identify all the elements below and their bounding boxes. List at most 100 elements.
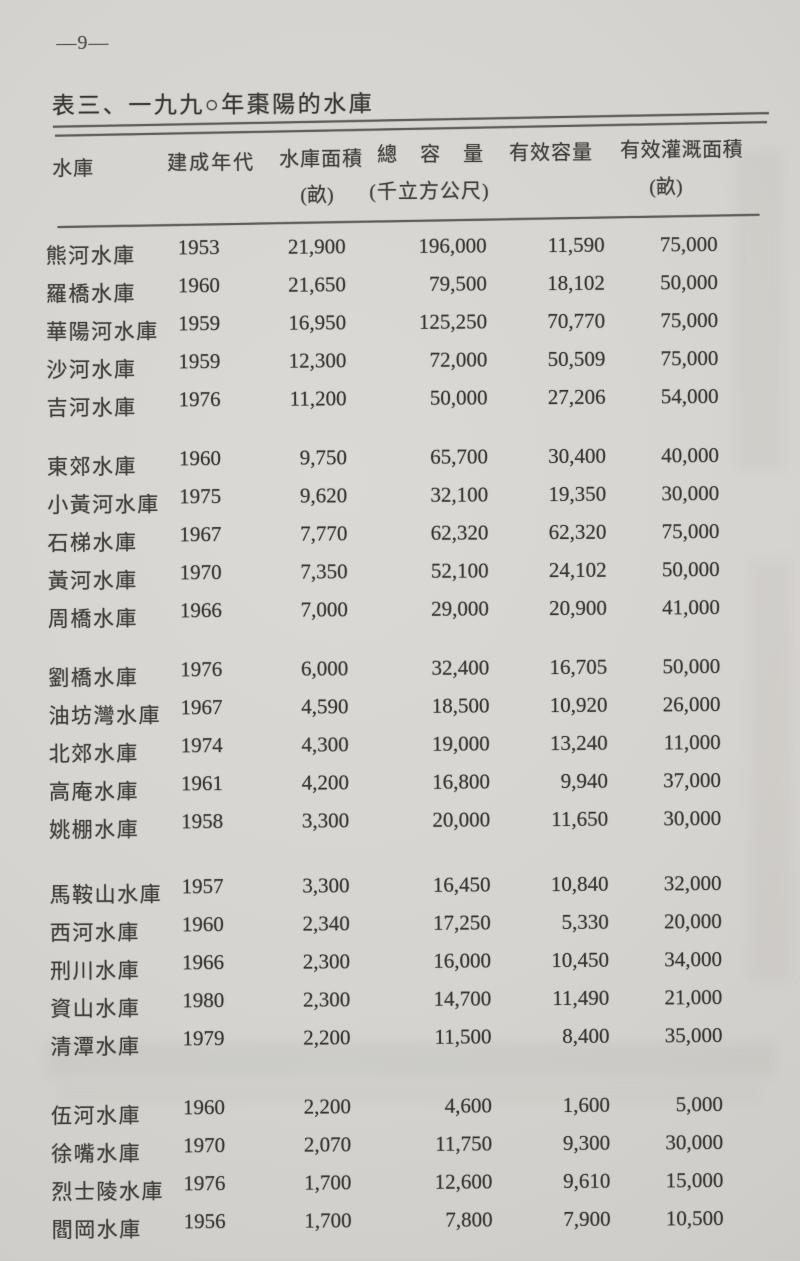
table-row: 高庵水庫 1961 4,200 16,800 9,940 37,000 (1, 768, 800, 811)
cell-reservoir-name: 吉河水庫 (46, 395, 137, 421)
cell-reservoir-name: 馬鞍山水庫 (49, 882, 163, 908)
table-row: 西河水庫 1960 2,340 17,250 5,330 20,000 (2, 909, 800, 952)
cell-reservoir-area: 4,200 (301, 770, 350, 795)
cell-reservoir-name: 華陽河水庫 (46, 319, 159, 345)
cell-effective-capacity: 9,940 (560, 768, 609, 794)
cell-reservoir-name: 小黃河水庫 (47, 492, 160, 518)
cell-year-built: 1970 (179, 560, 222, 585)
cell-effective-capacity: 27,206 (547, 384, 606, 410)
cell-irrigated-area: 26,000 (662, 692, 721, 717)
cell-year-built: 1975 (179, 484, 222, 509)
cell-reservoir-name: 西河水庫 (49, 920, 140, 946)
cell-effective-capacity: 30,400 (548, 443, 607, 469)
table-row: 劉橋水庫 1976 6,000 32,400 16,705 50,000 (0, 654, 800, 697)
cell-effective-capacity: 9,300 (562, 1130, 611, 1156)
table-row: 姚棚水庫 1958 3,300 20,000 11,650 30,000 (1, 806, 800, 849)
cell-effective-capacity: 5,330 (561, 909, 609, 935)
cell-total-capacity: 14,700 (433, 986, 492, 1011)
column-header-total-capacity: 總 容 量 (377, 143, 493, 167)
cell-irrigated-area: 34,000 (664, 947, 723, 972)
cell-reservoir-name: 姚棚水庫 (49, 817, 140, 843)
cell-irrigated-area: 75,000 (660, 346, 719, 371)
cell-total-capacity: 4,600 (444, 1093, 492, 1118)
cell-reservoir-area: 1,700 (304, 1170, 352, 1195)
cell-irrigated-area: 75,000 (660, 308, 719, 333)
column-header-capacity-unit: (千立方公尺) (369, 180, 490, 204)
cell-total-capacity: 125,250 (418, 309, 488, 334)
cell-year-built: 1966 (181, 950, 225, 975)
table-row: 小黃河水庫 1975 9,620 32,100 19,350 30,000 (0, 481, 799, 524)
cell-reservoir-area: 2,200 (303, 1094, 351, 1119)
cell-irrigated-area: 15,000 (665, 1168, 724, 1193)
cell-year-built: 1966 (179, 598, 222, 623)
cell-year-built: 1967 (179, 522, 222, 547)
cell-irrigated-area: 37,000 (663, 768, 721, 793)
table-row: 刑川水庫 1966 2,300 16,000 10,450 34,000 (2, 947, 800, 990)
table-row-group: 東郊水庫 1960 9,750 65,700 30,400 40,000 小黃河水庫 1975… (0, 443, 800, 638)
cell-reservoir-name: 徐嘴水庫 (51, 1141, 142, 1167)
cell-total-capacity: 52,100 (430, 558, 489, 583)
cell-reservoir-name: 北郊水庫 (48, 741, 139, 767)
cell-irrigated-area: 30,000 (661, 481, 720, 506)
cell-reservoir-area: 2,070 (303, 1132, 352, 1157)
cell-year-built: 1979 (182, 1026, 225, 1051)
cell-effective-capacity: 16,705 (549, 654, 608, 680)
cell-year-built: 1958 (181, 809, 224, 834)
cell-reservoir-area: 2,200 (303, 1025, 351, 1050)
cell-total-capacity: 16,800 (432, 769, 491, 794)
cell-reservoir-area: 4,590 (301, 694, 349, 719)
cell-reservoir-name: 閻岡水庫 (51, 1217, 142, 1243)
cell-reservoir-name: 熊河水庫 (45, 243, 136, 269)
table-row: 吉河水庫 1976 11,200 50,000 27,206 54,000 (0, 384, 799, 427)
cell-reservoir-name: 清潭水庫 (50, 1034, 141, 1060)
table-row: 東郊水庫 1960 9,750 65,700 30,400 40,000 (0, 443, 799, 486)
column-header-year-built: 建成年代 (167, 151, 256, 175)
cell-reservoir-name: 石梯水庫 (47, 530, 138, 556)
cell-year-built: 1960 (177, 273, 220, 298)
cell-total-capacity: 50,000 (429, 385, 488, 410)
column-header-area-unit: (畝) (300, 184, 334, 207)
cell-effective-capacity: 9,610 (563, 1168, 611, 1194)
cell-irrigated-area: 50,000 (661, 557, 720, 582)
table-row-group: 劉橋水庫 1976 6,000 32,400 16,705 50,000 油坊灣水庫 1967… (0, 654, 800, 849)
cell-year-built: 1956 (183, 1209, 226, 1234)
cell-reservoir-area: 9,750 (299, 445, 348, 470)
table-row: 華陽河水庫 1959 16,950 125,250 70,770 75,000 (0, 308, 798, 351)
cell-reservoir-area: 11,200 (289, 386, 347, 411)
cell-reservoir-name: 東郊水庫 (46, 454, 138, 480)
cell-year-built: 1976 (180, 657, 223, 682)
cell-year-built: 1980 (182, 988, 225, 1013)
cell-total-capacity: 32,100 (430, 482, 489, 507)
cell-total-capacity: 17,250 (432, 910, 491, 935)
cell-effective-capacity: 62,320 (548, 519, 607, 545)
cell-reservoir-area: 16,950 (288, 310, 347, 335)
table-row: 伍河水庫 1960 2,200 4,600 1,600 5,000 (3, 1092, 800, 1135)
column-header-reservoir: 水庫 (52, 157, 95, 181)
cell-effective-capacity: 1,600 (562, 1092, 610, 1118)
cell-total-capacity: 16,450 (432, 872, 491, 897)
cell-reservoir-name: 資山水庫 (50, 996, 141, 1022)
table-row: 熊河水庫 1953 21,900 196,000 11,590 75,000 (0, 232, 798, 275)
table-row: 烈士陵水庫 1976 1,700 12,600 9,610 15,000 (3, 1168, 800, 1211)
cell-year-built: 1953 (177, 235, 220, 260)
cell-reservoir-area: 21,650 (288, 272, 346, 297)
cell-effective-capacity: 11,650 (551, 806, 609, 832)
cell-reservoir-area: 2,340 (302, 911, 350, 936)
table-row: 羅橋水庫 1960 21,650 79,500 18,102 50,000 (0, 270, 798, 313)
cell-total-capacity: 16,000 (433, 948, 492, 973)
cell-total-capacity: 65,700 (430, 444, 489, 469)
cell-reservoir-name: 烈士陵水庫 (51, 1179, 165, 1205)
cell-effective-capacity: 18,102 (547, 270, 605, 296)
cell-irrigated-area: 11,000 (663, 730, 721, 755)
cell-total-capacity: 19,000 (431, 731, 490, 756)
table-row: 馬鞍山水庫 1957 3,300 16,450 10,840 32,000 (1, 871, 800, 914)
cell-effective-capacity: 10,920 (549, 692, 608, 718)
cell-reservoir-name: 周橋水庫 (47, 606, 139, 632)
table-row-group: 伍河水庫 1960 2,200 4,600 1,600 5,000 徐嘴水庫 1970 2,07… (3, 1092, 800, 1249)
cell-irrigated-area: 32,000 (663, 871, 722, 896)
column-header-area: 水庫面積 (279, 148, 364, 171)
cell-reservoir-name: 羅橋水庫 (45, 281, 137, 307)
cell-total-capacity: 11,750 (435, 1131, 493, 1156)
table-row-group: 馬鞍山水庫 1957 3,300 16,450 10,840 32,000 西河水庫 1960… (1, 871, 800, 1066)
